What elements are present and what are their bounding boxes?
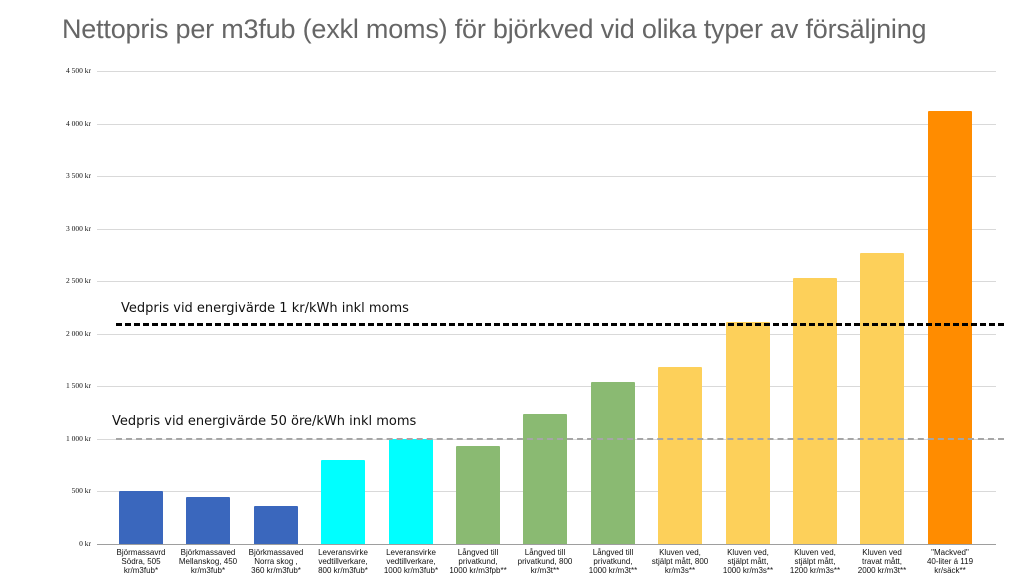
y-tick-label: 2 500 kr — [66, 276, 91, 285]
reference-label-50ore: Vedpris vid energivärde 50 öre/kWh inkl … — [112, 414, 417, 429]
bar — [119, 491, 163, 544]
gridline — [97, 229, 996, 230]
x-category-label: Långved till privatkund, 800 kr/m3t** — [517, 548, 573, 575]
x-category-label: Kluven ved, stjälpt mått, 1200 kr/m3s** — [789, 548, 841, 575]
y-tick-label: 0 kr — [79, 539, 91, 548]
gridline — [97, 281, 996, 282]
bar — [928, 111, 972, 544]
y-tick-label: 1 000 kr — [66, 434, 91, 443]
reference-line-50ore — [116, 438, 1004, 440]
x-category-label: Björkmassaved Norra skog , 360 kr/m3fub* — [248, 548, 304, 575]
y-tick-label: 2 000 kr — [66, 329, 91, 338]
bar — [793, 278, 837, 544]
chart-title: Nettopris per m3fub (exkl moms) för björ… — [62, 14, 927, 44]
x-category-label: Kluven ved, stjälpt mått, 800 kr/m3s** — [651, 548, 709, 575]
reference-line-1kr — [116, 323, 1004, 326]
bar — [591, 382, 635, 544]
x-category-label: Leveransvirke vedtillverkare, 800 kr/m3fub… — [318, 548, 368, 575]
gridline — [97, 176, 996, 177]
y-tick-label: 3 000 kr — [66, 224, 91, 233]
x-category-label: Kluven ved, stjälpt mått, 1000 kr/m3s** — [722, 548, 774, 575]
bar — [860, 253, 904, 544]
y-tick-label: 4 000 kr — [66, 119, 91, 128]
gridline — [97, 124, 996, 125]
reference-label-1kr: Vedpris vid energivärde 1 kr/kWh inkl mo… — [121, 301, 409, 316]
x-category-label: Björkmassaved Mellanskog, 450 kr/m3fub* — [178, 548, 238, 575]
y-tick-label: 500 kr — [71, 486, 91, 495]
bar — [321, 460, 365, 544]
gridline — [97, 334, 996, 335]
bar — [523, 414, 567, 544]
x-category-label: Kluven ved travat mått, 2000 kr/m3t** — [857, 548, 907, 575]
x-category-label: "Mackved" 40-liter á 119 kr/säck** — [926, 548, 974, 575]
gridline — [97, 71, 996, 72]
bar — [456, 446, 500, 544]
x-category-label: Långved till privatkund, 1000 kr/m3fpb** — [449, 548, 507, 575]
x-category-label: Långved till privatkund, 1000 kr/m3t** — [588, 548, 638, 575]
gridline — [97, 544, 996, 545]
bar — [726, 322, 770, 544]
bar — [186, 497, 230, 544]
x-category-label: Leveransvirke vedtillverkare, 1000 kr/m3fu… — [383, 548, 439, 575]
x-category-label: Björmassavrd Södra, 505 kr/m3fub* — [116, 548, 166, 575]
bar — [658, 367, 702, 544]
bar — [254, 506, 298, 544]
y-tick-label: 3 500 kr — [66, 171, 91, 180]
y-tick-label: 1 500 kr — [66, 381, 91, 390]
gridline — [97, 386, 996, 387]
bar — [389, 439, 433, 544]
y-tick-label: 4 500 kr — [66, 66, 91, 75]
